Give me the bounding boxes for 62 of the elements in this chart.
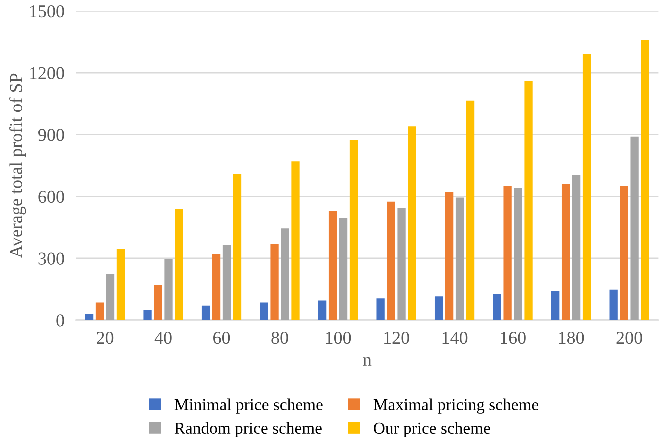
bar: [328, 211, 338, 320]
legend-label: Random price scheme: [174, 422, 322, 438]
bar: [260, 302, 268, 320]
bar: [202, 306, 210, 320]
bar: [620, 186, 628, 320]
bar: [387, 202, 396, 320]
y-tick-label: 900: [38, 129, 64, 142]
bar: [116, 249, 126, 320]
legend-label: Maximal pricing scheme: [374, 398, 539, 414]
bar: [408, 126, 416, 320]
bar: [572, 175, 581, 320]
x-tick-label: 20: [97, 332, 114, 344]
bar: [524, 81, 533, 320]
bar: [339, 218, 348, 320]
legend-label: Minimal price scheme: [174, 398, 323, 414]
y-tick-label: 1500: [30, 5, 64, 18]
bar: [281, 228, 290, 320]
bar: [456, 198, 464, 320]
bar: [106, 274, 115, 320]
x-tick-label: 80: [272, 332, 288, 344]
y-axis-title: Average total profit of SP: [10, 74, 26, 258]
bar: [493, 294, 502, 320]
bar: [350, 140, 358, 320]
bar: [85, 314, 94, 320]
x-tick-label: 120: [384, 332, 410, 344]
bar: [398, 208, 406, 320]
bar: [466, 100, 475, 320]
x-tick-label: 180: [559, 332, 584, 344]
y-tick-label: 600: [38, 190, 64, 204]
bar: [630, 136, 639, 320]
x-tick-label: 160: [501, 332, 526, 344]
bar: [445, 192, 454, 320]
legend-label: Our price scheme: [374, 422, 490, 438]
bar: [270, 244, 279, 320]
x-tick-label: 200: [616, 332, 642, 344]
bar: [175, 209, 184, 320]
bar: [552, 291, 560, 320]
bar: [376, 298, 385, 320]
bar: [562, 184, 570, 320]
bar: [610, 290, 618, 320]
y-tick-label: 300: [38, 252, 64, 265]
x-tick-label: 60: [214, 332, 230, 344]
x-axis-title: n: [363, 357, 372, 366]
bar: [434, 296, 444, 320]
bar: [504, 186, 512, 320]
bar: [514, 188, 522, 320]
bar: [641, 40, 650, 320]
bar: [222, 245, 232, 320]
x-tick-label: 100: [326, 332, 352, 344]
bar: [233, 174, 242, 320]
x-tick-label: 140: [442, 332, 468, 344]
bar: [154, 285, 162, 320]
bar: [582, 54, 592, 320]
y-tick-label: 0: [56, 314, 64, 327]
bar: [292, 162, 300, 320]
bar: [212, 254, 221, 320]
bar: [96, 302, 104, 320]
bar: [318, 300, 327, 320]
x-tick-label: 40: [154, 332, 172, 344]
y-tick-label: 1200: [30, 67, 64, 80]
bar: [164, 260, 173, 320]
bar: [144, 310, 152, 320]
